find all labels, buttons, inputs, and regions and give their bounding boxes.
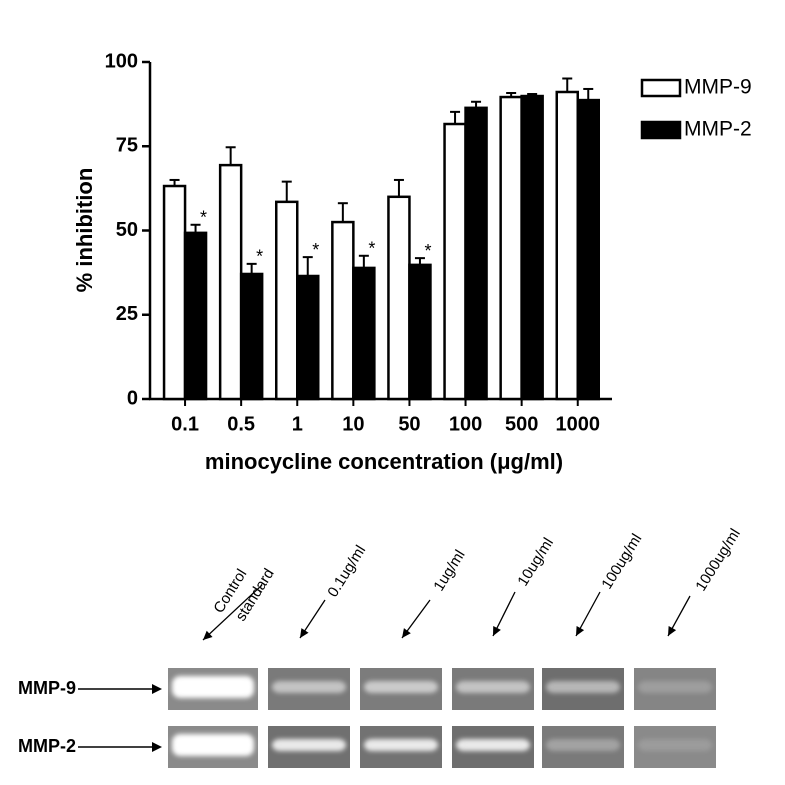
gel-band — [638, 739, 712, 751]
error-bar — [414, 257, 425, 265]
bar — [296, 274, 320, 401]
bar — [218, 163, 243, 401]
x-tick-label: 10 — [342, 413, 364, 435]
x-tick-label: 50 — [398, 413, 420, 435]
error-bar — [190, 223, 201, 233]
x-tick-label: 100 — [449, 413, 482, 435]
error-bar — [225, 146, 236, 166]
error-bar — [246, 262, 257, 274]
lane-label: 1ug/ml — [430, 547, 468, 594]
lane-arrowhead — [493, 626, 501, 636]
gel-band — [456, 739, 530, 751]
y-tick-label: 50 — [116, 219, 138, 241]
error-bar — [337, 202, 348, 223]
legend-swatch — [640, 120, 682, 140]
bar — [576, 98, 600, 401]
significance-mark: * — [424, 241, 431, 261]
x-tick-label: 500 — [505, 413, 538, 435]
gel-band — [172, 676, 254, 698]
error-bar — [169, 178, 180, 187]
bar — [275, 200, 299, 401]
lane-label: 100ug/ml — [598, 531, 645, 592]
row-arrowhead — [152, 684, 162, 694]
gel-band — [364, 739, 438, 751]
y-tick-label: 0 — [127, 387, 138, 409]
lane-arrowhead — [203, 630, 213, 640]
significance-mark: * — [312, 240, 319, 260]
x-tick-label: 0.1 — [171, 413, 199, 435]
lane-arrow — [202, 584, 263, 641]
lane-arrowhead — [402, 628, 411, 638]
gel-band — [364, 681, 438, 693]
y-tick-label: 100 — [105, 50, 138, 72]
gel-band — [456, 681, 530, 693]
error-bar — [583, 87, 594, 101]
bar — [408, 263, 432, 401]
lane-arrowhead — [300, 628, 309, 638]
significance-mark: * — [200, 208, 207, 228]
significance-mark: * — [256, 247, 263, 267]
y-tick-label: 25 — [116, 303, 138, 325]
x-tick-label: 1 — [292, 413, 303, 435]
legend-label: MMP-2 — [684, 118, 752, 141]
error-bar — [506, 92, 517, 98]
x-tick-label: 0.5 — [227, 413, 255, 435]
bar — [239, 272, 264, 401]
lane-arrowhead — [668, 626, 677, 636]
bar — [555, 90, 579, 401]
lane-label: 10ug/ml — [514, 535, 557, 589]
lane-arrowhead — [576, 626, 585, 636]
gel-band — [546, 681, 620, 693]
gel-band — [272, 681, 346, 693]
gel-band — [272, 739, 346, 751]
error-bar — [450, 110, 461, 125]
lane-label: 0.1ug/ml — [324, 542, 369, 600]
error-bar — [471, 100, 482, 108]
bar — [331, 220, 355, 401]
row-label: MMP-9 — [18, 678, 76, 698]
error-bar — [302, 256, 313, 276]
bar — [387, 195, 411, 401]
error-bar — [393, 178, 404, 197]
significance-mark: * — [368, 239, 375, 259]
error-bar — [281, 180, 292, 202]
bar — [183, 231, 208, 401]
gel-band — [172, 734, 254, 756]
bar — [352, 266, 376, 401]
x-tick-label: 1000 — [556, 413, 601, 435]
row-arrowhead — [152, 742, 162, 752]
gel-band — [638, 681, 712, 693]
error-bar — [358, 254, 369, 268]
row-label: MMP-2 — [18, 736, 76, 756]
legend-label: MMP-9 — [684, 76, 752, 99]
bar — [443, 122, 467, 401]
y-axis-label: % inhibition — [72, 168, 97, 293]
x-axis-label: minocycline concentration (μg/ml) — [205, 449, 563, 474]
bar — [499, 95, 523, 401]
gel-image — [78, 668, 716, 768]
bar — [464, 106, 488, 401]
error-bar — [527, 93, 538, 97]
bar — [162, 184, 187, 401]
bar — [520, 94, 544, 401]
error-bar — [562, 77, 573, 92]
gel-band — [546, 739, 620, 751]
y-tick-label: 75 — [116, 135, 138, 157]
legend-swatch — [640, 78, 682, 98]
lane-label: 1000ug/ml — [692, 526, 744, 594]
